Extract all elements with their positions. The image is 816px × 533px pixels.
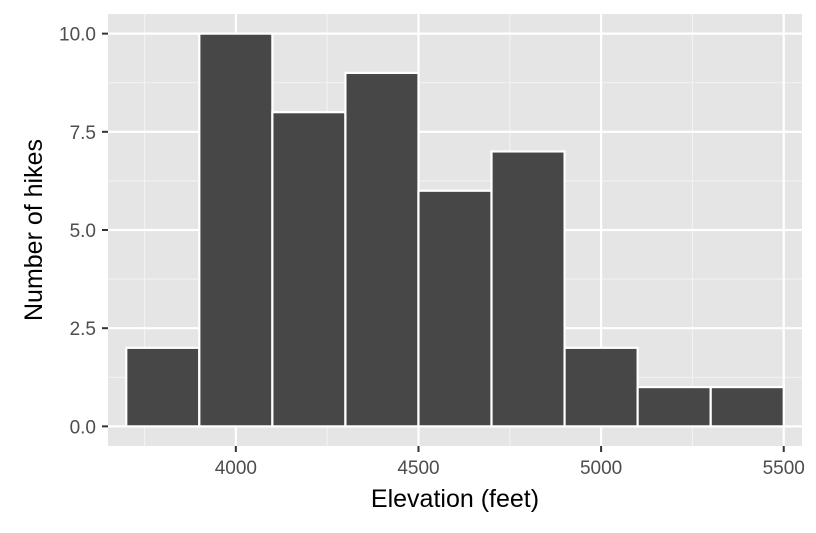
axis-ticks xyxy=(102,32,785,452)
x-tick-label: 4500 xyxy=(397,458,439,479)
x-tick-label: 5500 xyxy=(763,458,805,479)
histogram-bars xyxy=(125,32,785,428)
histogram-bar xyxy=(344,71,420,428)
histogram-bar xyxy=(125,346,201,428)
histogram-bar xyxy=(709,385,785,428)
histogram-bar xyxy=(490,150,566,428)
y-tick-label: 10.0 xyxy=(59,25,96,46)
histogram-bar xyxy=(563,346,639,428)
histogram-bar xyxy=(271,111,347,428)
y-tick-label: 7.5 xyxy=(70,123,96,144)
y-tick-label: 2.5 xyxy=(70,319,96,340)
x-tick-label: 4000 xyxy=(215,458,257,479)
x-tick-label: 5000 xyxy=(580,458,622,479)
x-axis-title: Elevation (feet) xyxy=(371,485,539,513)
histogram-bar xyxy=(417,189,493,428)
axis-tick-labels: 4000 4500 5000 5500 0.0 2.5 5.0 7.5 10.0 xyxy=(59,25,805,479)
y-tick-label: 5.0 xyxy=(70,221,96,242)
y-axis-title: Number of hikes xyxy=(20,139,48,321)
y-tick-label: 0.0 xyxy=(70,417,96,438)
histogram-bar xyxy=(636,385,712,428)
histogram-bar xyxy=(198,32,274,428)
